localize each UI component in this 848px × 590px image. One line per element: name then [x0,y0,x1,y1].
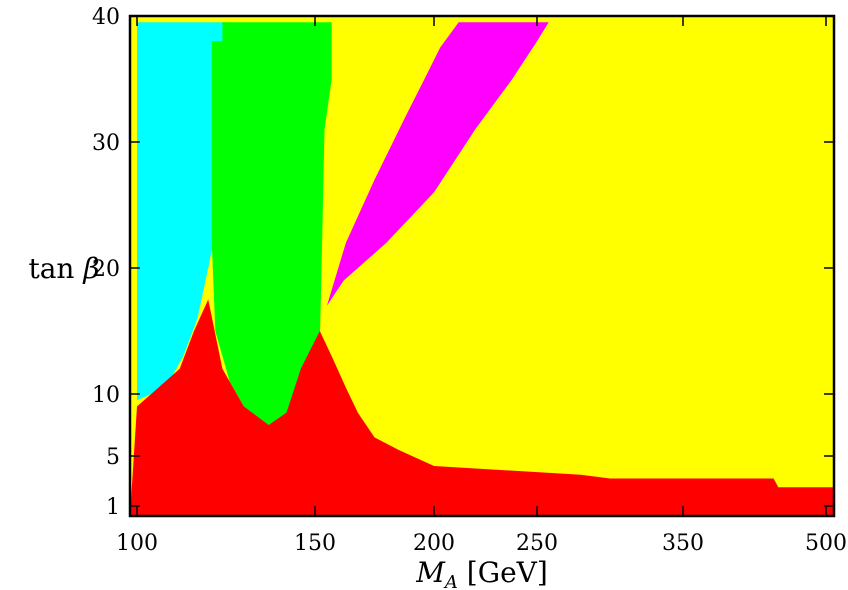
x-tick-label: 200 [413,531,455,556]
x-tick-label: 100 [116,531,158,556]
x-tick-label: 150 [294,531,336,556]
x-tick-label: 250 [516,531,558,556]
plot-frame [128,14,836,518]
y-tick-label: 10 [92,383,120,408]
y-tick-label: 20 [92,257,120,282]
x-tick-label: 500 [805,531,847,556]
y-tick-label: 40 [92,5,120,30]
y-tick-label: 1 [106,495,120,520]
region-4 [130,299,834,516]
y-tick-label: 30 [92,131,120,156]
region-3 [326,22,549,306]
tick-marks [130,15,834,516]
y-tick-label: 5 [106,445,120,470]
x-tick-labels: 100 150 200 250 350 500 [116,531,847,556]
region-1 [137,22,226,401]
data-regions [130,16,834,516]
x-axis-title: MA [GeV] [415,556,548,590]
y-tick-labels: 1 5 10 20 30 40 [92,5,120,520]
y-axis-title: tan β [28,252,99,285]
x-tick-label: 350 [662,531,704,556]
region-2 [211,22,332,426]
